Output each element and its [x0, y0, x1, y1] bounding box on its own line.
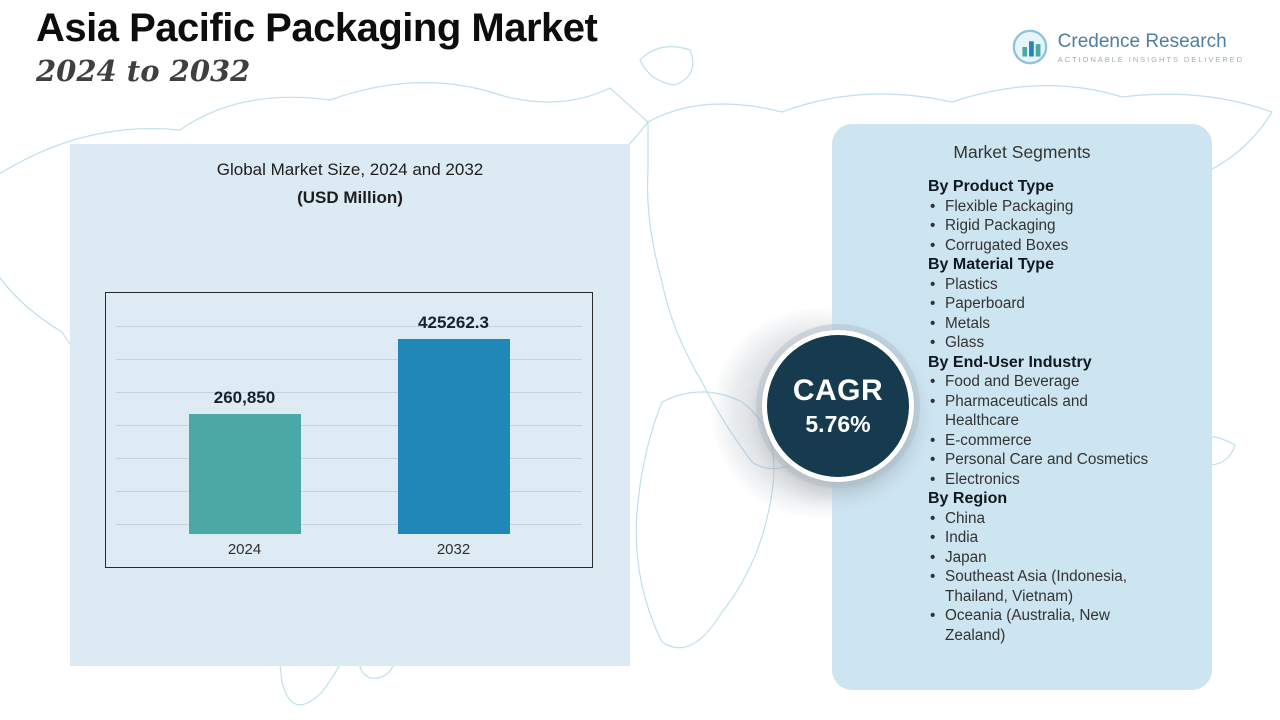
- brand-chart-icon: [1012, 29, 1047, 65]
- market-segments-panel: Market Segments By Product Type Flexible…: [832, 124, 1212, 690]
- brand-tagline: Actionable Insights Delivered: [1057, 54, 1244, 64]
- segment-item: Personal Care and Cosmetics: [928, 450, 1156, 470]
- segment-item: Oceania (Australia, New Zealand): [928, 606, 1156, 645]
- segment-heading-product-type: By Product Type: [928, 178, 1054, 195]
- bar-group-2032: 425262.3 2032: [397, 313, 510, 559]
- segment-item: India: [928, 528, 1156, 548]
- segments-title: Market Segments: [953, 142, 1091, 162]
- bar-value-2024: 260,850: [213, 388, 276, 407]
- bar-2024: [188, 414, 301, 534]
- brand-text: Credence Research Actionable Insights De…: [1058, 31, 1244, 64]
- segment-item: Japan: [928, 548, 1156, 568]
- segment-item: Glass: [928, 333, 1156, 353]
- segment-heading-region: By Region: [928, 490, 1008, 507]
- bar-chart: 260,850 2024 425262.3 2032: [105, 292, 593, 568]
- segment-heading-material-type: By Material Type: [928, 256, 1054, 273]
- chart-subtitle: (USD Million): [297, 188, 403, 207]
- cagr-badge: CAGR 5.76%: [762, 330, 914, 482]
- segment-list-product-type: Flexible Packaging Rigid Packaging Corru…: [928, 197, 1156, 256]
- segment-item: Food and Beverage: [928, 372, 1156, 392]
- bar-group-2024: 260,850 2024: [188, 388, 301, 559]
- brand-name: Credence Research: [1057, 30, 1227, 52]
- page-title: Asia Pacific Packaging Market: [36, 6, 598, 50]
- chart-heading: Global Market Size, 2024 and 2032 (USD M…: [70, 144, 630, 208]
- bar-value-2032: 425262.3: [418, 313, 489, 332]
- segment-list-material-type: Plastics Paperboard Metals Glass: [928, 275, 1156, 353]
- bar-category-2024: 2024: [227, 541, 262, 558]
- chart-bars-row: 260,850 2024 425262.3 2032: [106, 313, 592, 559]
- segment-item: Electronics: [928, 470, 1156, 490]
- segment-item: E-commerce: [928, 431, 1156, 451]
- market-size-panel: Global Market Size, 2024 and 2032 (USD M…: [70, 144, 630, 666]
- header: Asia Pacific Packaging Market 2024 to 20…: [36, 6, 598, 88]
- segment-item: Rigid Packaging: [928, 216, 1156, 236]
- segment-item: Flexible Packaging: [928, 197, 1156, 217]
- page-subtitle: 2024 to 2032: [36, 54, 251, 88]
- brand-logo: Credence Research Actionable Insights De…: [1011, 28, 1244, 66]
- segment-list-region: China India Japan Southeast Asia (Indone…: [928, 509, 1156, 646]
- cagr-label: CAGR: [792, 374, 884, 407]
- segment-item: China: [928, 509, 1156, 529]
- segments-body: By Product Type Flexible Packaging Rigid…: [928, 177, 1156, 645]
- segment-item: Pharmaceuticals and Healthcare: [928, 392, 1156, 431]
- segment-item: Corrugated Boxes: [928, 236, 1156, 256]
- bar-category-2032: 2032: [436, 541, 471, 558]
- segment-heading-end-user: By End-User Industry: [928, 353, 1092, 371]
- cagr-value: 5.76%: [805, 411, 871, 437]
- segment-item: Southeast Asia (Indonesia, Thailand, Vie…: [928, 567, 1156, 606]
- segment-item: Metals: [928, 314, 1156, 334]
- chart-title: Global Market Size, 2024 and 2032: [216, 160, 484, 179]
- segment-item: Plastics: [928, 275, 1156, 295]
- segment-item: Paperboard: [928, 294, 1156, 314]
- segment-list-end-user: Food and Beverage Pharmaceuticals and He…: [928, 372, 1156, 489]
- bar-2032: [397, 339, 510, 534]
